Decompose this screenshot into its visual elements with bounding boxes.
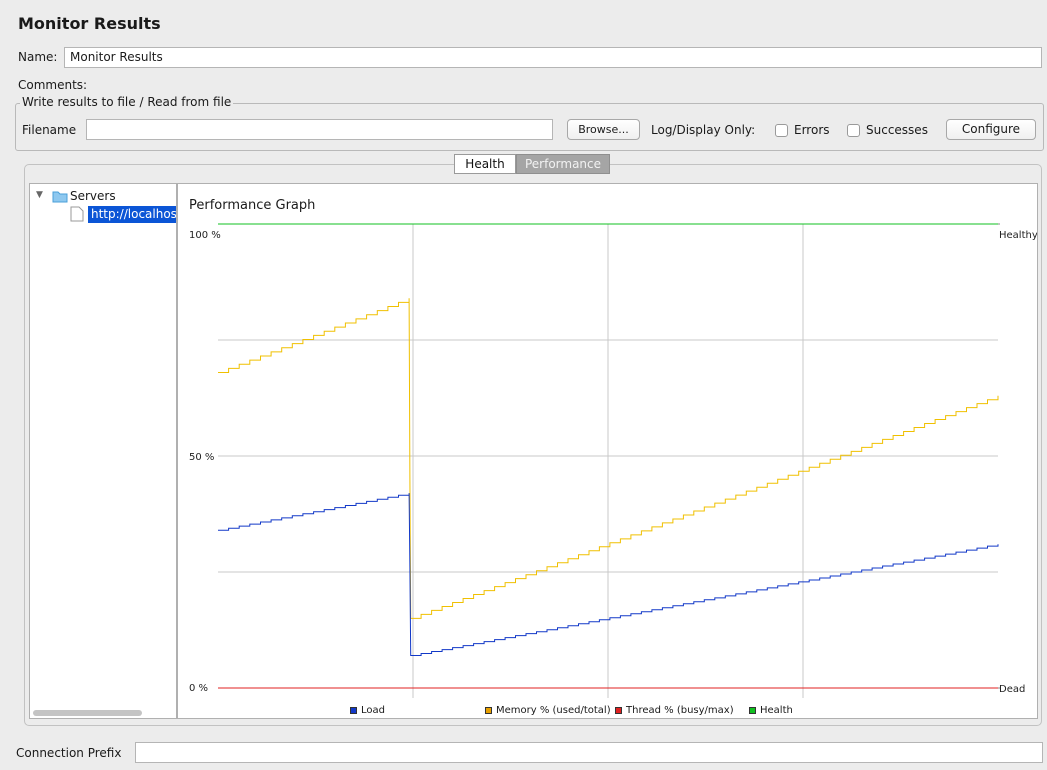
tree-item-localhost[interactable]: http://localhos: [88, 206, 176, 223]
series-line-load: [218, 493, 999, 656]
legend-thread-label: Thread % (busy/max): [626, 705, 734, 716]
graph-title: Performance Graph: [189, 198, 316, 213]
legend-thread-swatch: [615, 706, 622, 714]
tree-scrollbar[interactable]: [33, 710, 142, 716]
errors-checkbox[interactable]: [775, 124, 788, 137]
comments-label: Comments:: [18, 78, 88, 92]
legend-memory: Memory % (used/total): [485, 705, 611, 716]
legend-load-label: Load: [361, 705, 385, 716]
graph-panel: Performance Graph 100 % 50 % 0 % Healthy…: [177, 183, 1038, 719]
y-axis-label-mid: 50 %: [189, 452, 214, 463]
legend-load-swatch: [350, 706, 357, 714]
legend-memory-swatch: [485, 706, 492, 714]
browse-button[interactable]: Browse...: [567, 119, 640, 140]
tree-root-label[interactable]: Servers: [70, 189, 116, 203]
legend-health-label: Health: [760, 705, 793, 716]
connection-prefix-label: Connection Prefix: [16, 746, 122, 760]
name-label: Name:: [18, 50, 58, 64]
filename-input[interactable]: [86, 119, 553, 140]
y-axis-label-bottom: 0 %: [189, 683, 208, 694]
configure-button[interactable]: Configure: [946, 119, 1036, 140]
errors-label: Errors: [794, 123, 830, 137]
connection-prefix-input[interactable]: [135, 742, 1043, 763]
y-axis-label-top: 100 %: [189, 230, 221, 241]
tab-health[interactable]: Health: [454, 154, 516, 174]
legend-health-swatch: [749, 706, 756, 714]
folder-icon: [52, 191, 68, 203]
performance-chart: 100 % 50 % 0 % Healthy Dead: [189, 223, 1037, 698]
legend-health: Health: [749, 705, 793, 716]
series-line-memory: [218, 298, 999, 619]
log-display-label: Log/Display Only:: [651, 123, 756, 137]
successes-label: Successes: [866, 123, 928, 137]
dead-label: Dead: [999, 684, 1025, 695]
legend-load: Load: [350, 705, 385, 716]
healthy-label: Healthy: [999, 230, 1037, 241]
file-section-title: Write results to file / Read from file: [20, 95, 234, 109]
file-icon: [70, 206, 84, 222]
server-tree: ▼ Servers http://localhos: [29, 183, 177, 719]
tab-performance[interactable]: Performance: [516, 154, 610, 174]
tree-expand-arrow-icon[interactable]: ▼: [36, 190, 43, 200]
legend-thread: Thread % (busy/max): [615, 705, 734, 716]
name-field[interactable]: Monitor Results: [64, 47, 1042, 68]
window-title: Monitor Results: [18, 14, 161, 33]
successes-checkbox[interactable]: [847, 124, 860, 137]
filename-label: Filename: [22, 123, 77, 137]
file-section: [15, 103, 1044, 151]
legend-memory-label: Memory % (used/total): [496, 705, 611, 716]
